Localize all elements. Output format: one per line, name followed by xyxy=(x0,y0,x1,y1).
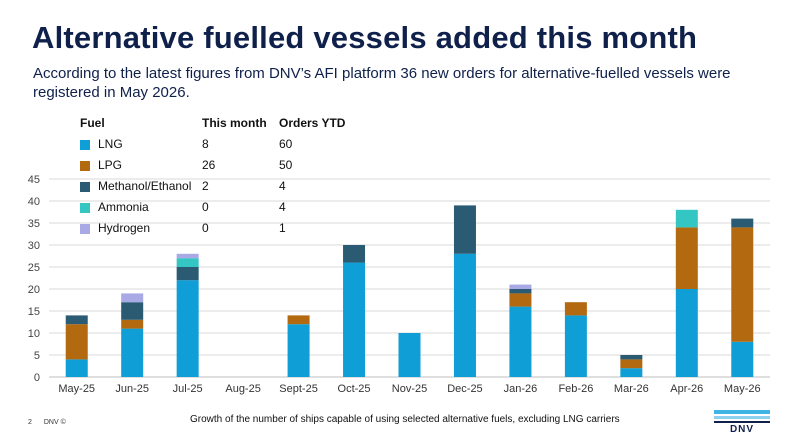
legend-label-hydrogen: Hydrogen xyxy=(98,221,151,235)
bar-segment-lng xyxy=(287,324,310,377)
bar-segment-lng xyxy=(453,253,476,377)
x-tick-label: Apr-26 xyxy=(670,383,703,395)
bar-segment-lpg xyxy=(564,302,587,316)
bar-segment-lpg xyxy=(620,359,643,369)
y-tick-label: 0 xyxy=(34,372,40,384)
y-tick-label: 35 xyxy=(28,218,40,230)
bar-segment-lng xyxy=(620,368,643,377)
x-tick-label: Feb-26 xyxy=(558,383,593,395)
footer: 2 DNV © xyxy=(28,419,76,426)
y-tick-label: 20 xyxy=(28,284,40,296)
x-tick-label: Aug-25 xyxy=(225,383,260,395)
bar-segment-methanol-ethanol xyxy=(453,205,476,254)
x-tick-label: Oct-25 xyxy=(338,383,371,395)
y-tick-label: 40 xyxy=(28,196,40,208)
legend-ytd-hydrogen: 1 xyxy=(279,221,286,235)
legend-label-ammonia: Ammonia xyxy=(98,200,149,214)
y-tick-label: 10 xyxy=(28,328,40,340)
bar-segment-lng xyxy=(121,328,144,377)
x-tick-label: Dec-25 xyxy=(447,383,482,395)
legend-swatch-lpg xyxy=(80,161,90,171)
legend-header-orders-ytd: Orders YTD xyxy=(279,116,346,130)
legend-this-month-methanol: 2 xyxy=(202,179,209,193)
legend-label-lng: LNG xyxy=(98,137,123,151)
page-title: Alternative fuelled vessels added this m… xyxy=(32,20,698,55)
legend-ytd-lng: 60 xyxy=(279,137,293,151)
x-tick-label: May-25 xyxy=(58,383,95,395)
legend-this-month-lng: 8 xyxy=(202,137,209,151)
bar-segment-lng xyxy=(675,289,698,377)
bar-segment-lpg xyxy=(65,324,88,360)
bar-segment-lpg xyxy=(731,227,754,342)
bar-segment-lng xyxy=(65,359,88,377)
legend-swatch-lng xyxy=(80,140,90,150)
legend-header-this-month: This month xyxy=(202,116,267,130)
x-tick-label: Jun-25 xyxy=(115,383,149,395)
bar-segment-lng xyxy=(731,341,754,377)
bar-segment-methanol-ethanol xyxy=(731,218,754,228)
legend-this-month-ammonia: 0 xyxy=(202,200,209,214)
bar-segment-ammonia xyxy=(176,258,199,267)
x-tick-label: Sept-25 xyxy=(279,383,318,395)
legend-swatch-ammonia xyxy=(80,203,90,213)
bar-segment-hydrogen xyxy=(509,284,532,289)
bar-segment-lng xyxy=(564,315,587,377)
x-tick-label: Jan-26 xyxy=(504,383,538,395)
bar-segment-hydrogen xyxy=(176,253,199,259)
y-tick-label: 25 xyxy=(28,262,40,274)
legend-swatch-hydrogen xyxy=(80,224,90,234)
x-tick-label: Mar-26 xyxy=(614,383,649,395)
bar-segment-lpg xyxy=(675,227,698,289)
dnv-logo: DNV xyxy=(714,410,770,435)
x-tick-label: Nov-25 xyxy=(392,383,427,395)
bar-segment-lng xyxy=(398,333,421,377)
x-tick-label: May-26 xyxy=(724,383,761,395)
bar-segment-methanol-ethanol xyxy=(121,302,144,320)
bar-segment-lpg xyxy=(287,315,310,325)
legend-this-month-lpg: 26 xyxy=(202,158,216,172)
page-subtitle: According to the latest figures from DNV… xyxy=(33,65,731,101)
bar-segment-lng xyxy=(343,262,366,377)
legend-label-lpg: LPG xyxy=(98,158,123,172)
bar-segment-hydrogen xyxy=(121,293,144,303)
legend-header-fuel: Fuel xyxy=(80,116,105,130)
x-tick-label: Jul-25 xyxy=(173,383,203,395)
legend-ytd-methanol: 4 xyxy=(279,179,286,193)
bar-segment-lng xyxy=(509,306,532,377)
legend-ytd-lpg: 50 xyxy=(279,158,293,172)
bar-segment-methanol-ethanol xyxy=(343,245,366,263)
chart-caption: Growth of the number of ships capable of… xyxy=(190,414,620,425)
bar-segment-methanol-ethanol xyxy=(620,355,643,360)
bar-segment-lpg xyxy=(121,319,144,329)
bar-segment-methanol-ethanol xyxy=(176,267,199,281)
legend-swatch-methanol xyxy=(80,182,90,192)
page-number: 2 xyxy=(28,419,32,426)
bar-segment-lpg xyxy=(509,293,532,307)
footer-brand: DNV © xyxy=(43,419,66,426)
y-tick-label: 30 xyxy=(28,240,40,252)
y-tick-label: 5 xyxy=(34,350,40,362)
y-tick-label: 45 xyxy=(28,174,40,186)
legend-ytd-ammonia: 4 xyxy=(279,200,286,214)
bar-segment-lng xyxy=(176,280,199,377)
legend-this-month-hydrogen: 0 xyxy=(202,221,209,235)
bar-segment-methanol-ethanol xyxy=(509,289,532,294)
bar-segment-methanol-ethanol xyxy=(65,315,88,325)
legend-label-methanol: Methanol/Ethanol xyxy=(98,179,192,193)
bar-segment-ammonia xyxy=(675,209,698,228)
y-tick-label: 15 xyxy=(28,306,40,318)
